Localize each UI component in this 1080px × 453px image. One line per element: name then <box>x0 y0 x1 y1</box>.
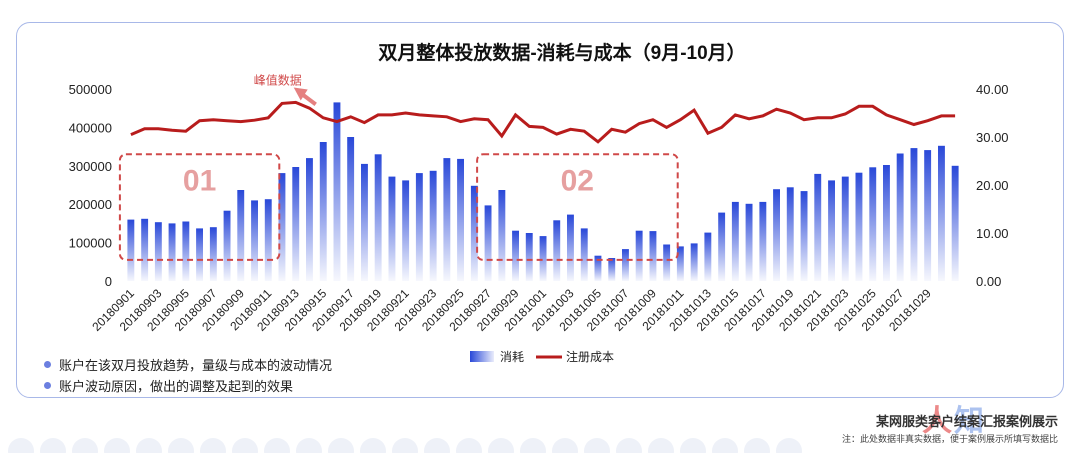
y-tick-label: 0 <box>105 274 112 289</box>
decorative-dots <box>0 432 1080 453</box>
bar-spend <box>168 223 176 281</box>
bar-spend <box>924 150 932 281</box>
bar-spend <box>484 205 492 281</box>
bar-spend <box>690 243 698 281</box>
bar-spend <box>361 163 368 281</box>
bar-spend <box>855 172 863 281</box>
bullet-dot-icon <box>44 361 51 368</box>
highlight-box-label: 02 <box>561 164 594 197</box>
y2-tick-label: 10.00 <box>976 226 1009 241</box>
highlight-box <box>118 153 281 261</box>
bar-spend <box>498 190 506 281</box>
bar-spend <box>347 137 355 281</box>
bullet-text: 账户在该双月投放趋势，量级与成本的波动情况 <box>59 358 333 373</box>
bar-spend <box>141 218 149 281</box>
y-tick-label: 200000 <box>69 197 112 212</box>
bar-spend <box>718 212 726 281</box>
bullet-dot-icon <box>44 382 51 389</box>
y-tick-label: 400000 <box>69 120 112 135</box>
footer-title: 某网服类客户结案汇报案例展示 <box>875 414 1058 429</box>
bullet-text: 账户波动原因，做出的调整及起到的效果 <box>59 379 294 394</box>
bar-spend <box>553 220 561 281</box>
bar-spend <box>663 244 671 281</box>
bullet-item-1: 账户在该双月投放趋势，量级与成本的波动情况 <box>44 355 332 374</box>
watermark-logo: 人知 <box>922 404 986 439</box>
bar-spend <box>402 180 410 281</box>
bar-spend <box>512 230 519 281</box>
bar-spend <box>594 255 602 281</box>
legend-swatch-spend <box>470 351 494 362</box>
bar-spend <box>292 167 300 281</box>
bar-spend <box>786 187 794 281</box>
bar-spend <box>196 228 203 281</box>
bar-spend <box>264 199 272 281</box>
series-line-cost <box>130 100 956 144</box>
bar-spend <box>182 221 190 281</box>
bar-spend <box>828 180 835 281</box>
y2-tick-label: 20.00 <box>976 178 1009 193</box>
bar-spend <box>608 258 616 281</box>
bar-spend <box>759 201 767 281</box>
bar-spend <box>306 158 313 281</box>
bar-spend <box>319 142 327 281</box>
annotation-label: 峰值数据 <box>254 72 302 87</box>
bar-spend <box>938 145 945 281</box>
bar-spend <box>704 232 712 281</box>
bar-spend <box>127 219 135 281</box>
bar-spend <box>745 203 753 281</box>
bar-spend <box>209 227 217 281</box>
footer-note: 注：此处数据非真实数据，便于案例展示所填写数据比 <box>841 434 1058 444</box>
bar-spend <box>374 154 382 281</box>
bar-spend <box>388 176 396 281</box>
bar-spend <box>814 173 822 281</box>
y2-tick-label: 40.00 <box>976 82 1009 97</box>
y-tick-label: 500000 <box>69 82 112 97</box>
bar-spend <box>951 165 959 281</box>
bar-spend <box>154 222 162 281</box>
bar-spend <box>223 210 231 281</box>
bar-spend <box>237 190 245 281</box>
bar-spend <box>773 189 780 281</box>
chart-title: 双月整体投放数据-消耗与成本（9月-10月） <box>378 41 745 64</box>
bar-spend <box>470 185 478 281</box>
bar-spend <box>869 167 877 281</box>
annotation-arrow-head <box>293 87 308 101</box>
bar-spend <box>896 153 904 281</box>
legend-label-spend: 消耗 <box>500 350 524 364</box>
bar-spend <box>457 158 464 281</box>
y-tick-label: 300000 <box>69 159 112 174</box>
bar-spend <box>567 214 574 281</box>
bar-spend <box>580 228 588 281</box>
bar-spend <box>800 191 808 281</box>
bullet-item-2: 账户波动原因，做出的调整及起到的效果 <box>44 376 293 395</box>
bar-spend <box>883 165 890 281</box>
chart-svg: 双月整体投放数据-消耗与成本（9月-10月） 0 100000 200000 3000… <box>69 41 1009 364</box>
y2-tick-label: 0.00 <box>976 274 1001 289</box>
bar-spend <box>539 236 547 281</box>
legend-label-cost: 注册成本 <box>566 349 614 364</box>
y2-tick-label: 30.00 <box>976 130 1009 145</box>
bar-spend <box>278 173 286 281</box>
y-tick-label: 100000 <box>69 236 112 251</box>
bar-spend <box>429 170 437 281</box>
highlight-box <box>476 153 679 261</box>
bar-spend <box>415 173 423 281</box>
bar-spend <box>649 231 657 281</box>
bar-spend <box>443 158 451 281</box>
bar-spend <box>251 200 258 281</box>
bar-spend <box>622 249 629 281</box>
highlight-box-label: 01 <box>183 164 216 197</box>
bar-spend <box>635 230 643 281</box>
bar-spend <box>676 246 684 281</box>
bar-spend <box>910 148 918 281</box>
bar-spend <box>731 201 739 281</box>
bar-spend <box>525 233 533 281</box>
bar-spend <box>841 176 849 281</box>
bar-spend <box>333 102 341 282</box>
